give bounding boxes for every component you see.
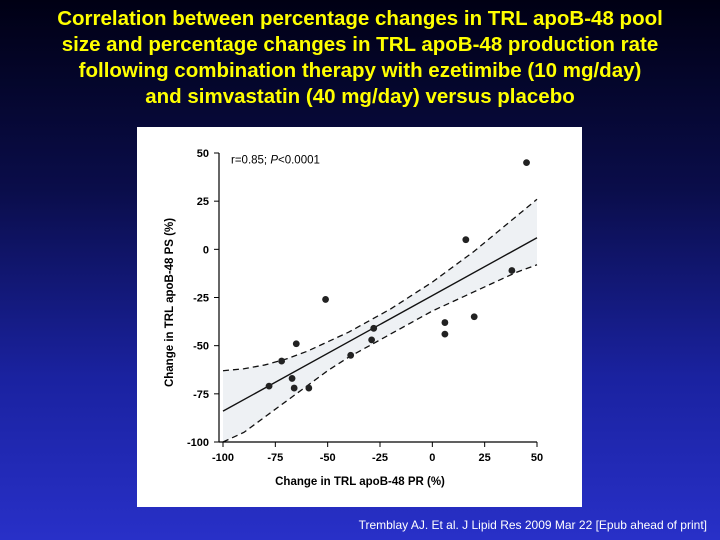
x-tick-label: -25 xyxy=(372,452,388,464)
x-axis-label: Change in TRL apoB-48 PR (%) xyxy=(275,476,445,488)
data-point xyxy=(305,384,313,392)
scatter-chart: -100 -75 -50 -25 0 25 50 -100 -75 -50 -25 0 25 50 Chan… xyxy=(164,148,543,488)
title-line-1: Correlation between percentage changes i… xyxy=(57,7,663,30)
title-line-2: size and percentage changes in TRL apoB-… xyxy=(61,33,659,56)
ci-lower-line xyxy=(222,264,538,443)
data-point xyxy=(508,267,516,274)
ci-upper-line xyxy=(222,198,538,372)
y-tick-label: 0 xyxy=(203,244,209,256)
x-tick-label: -75 xyxy=(267,452,283,464)
data-point xyxy=(347,351,355,359)
data-point xyxy=(441,330,449,338)
confidence-band xyxy=(223,199,537,442)
x-tick-label: -50 xyxy=(320,452,336,464)
data-point xyxy=(441,319,449,326)
citation: Tremblay AJ. Et al. J Lipid Res 2009 Mar… xyxy=(358,518,707,532)
data-point xyxy=(370,324,378,332)
regression-line xyxy=(222,237,538,412)
y-tick-label: -75 xyxy=(193,389,209,401)
data-point xyxy=(462,236,470,244)
y-tick-label: -50 xyxy=(193,341,209,353)
x-tick-label: 0 xyxy=(429,452,435,464)
y-tick-label: 50 xyxy=(197,148,209,160)
correlation-annotation: r=0.85; P<0.0001 xyxy=(231,155,320,167)
x-tick-label: 50 xyxy=(531,452,543,464)
y-tick-label: -100 xyxy=(187,437,209,449)
data-point xyxy=(288,375,296,382)
data-point xyxy=(290,384,298,392)
data-point xyxy=(470,313,478,321)
data-point xyxy=(265,382,273,390)
data-point xyxy=(523,159,530,167)
data-point xyxy=(278,357,286,365)
data-point xyxy=(322,296,329,303)
slide-title: Correlation between percentage changes i… xyxy=(0,6,720,110)
y-tick-label: -25 xyxy=(193,293,209,305)
x-tick-label: -100 xyxy=(212,452,234,464)
y-axis-label: Change in TRL apoB-48 PS (%) xyxy=(164,218,176,387)
data-point xyxy=(368,336,376,344)
title-line-4: and simvastatin (40 mg/day) versus place… xyxy=(145,85,575,108)
y-tick-label: 25 xyxy=(197,196,209,208)
title-line-3: following combination therapy with ezeti… xyxy=(78,59,642,82)
data-point xyxy=(292,340,300,348)
x-tick-label: 25 xyxy=(479,452,491,464)
chart-panel: -100 -75 -50 -25 0 25 50 -100 -75 -50 -25 0 25 50 Chan… xyxy=(137,127,582,507)
